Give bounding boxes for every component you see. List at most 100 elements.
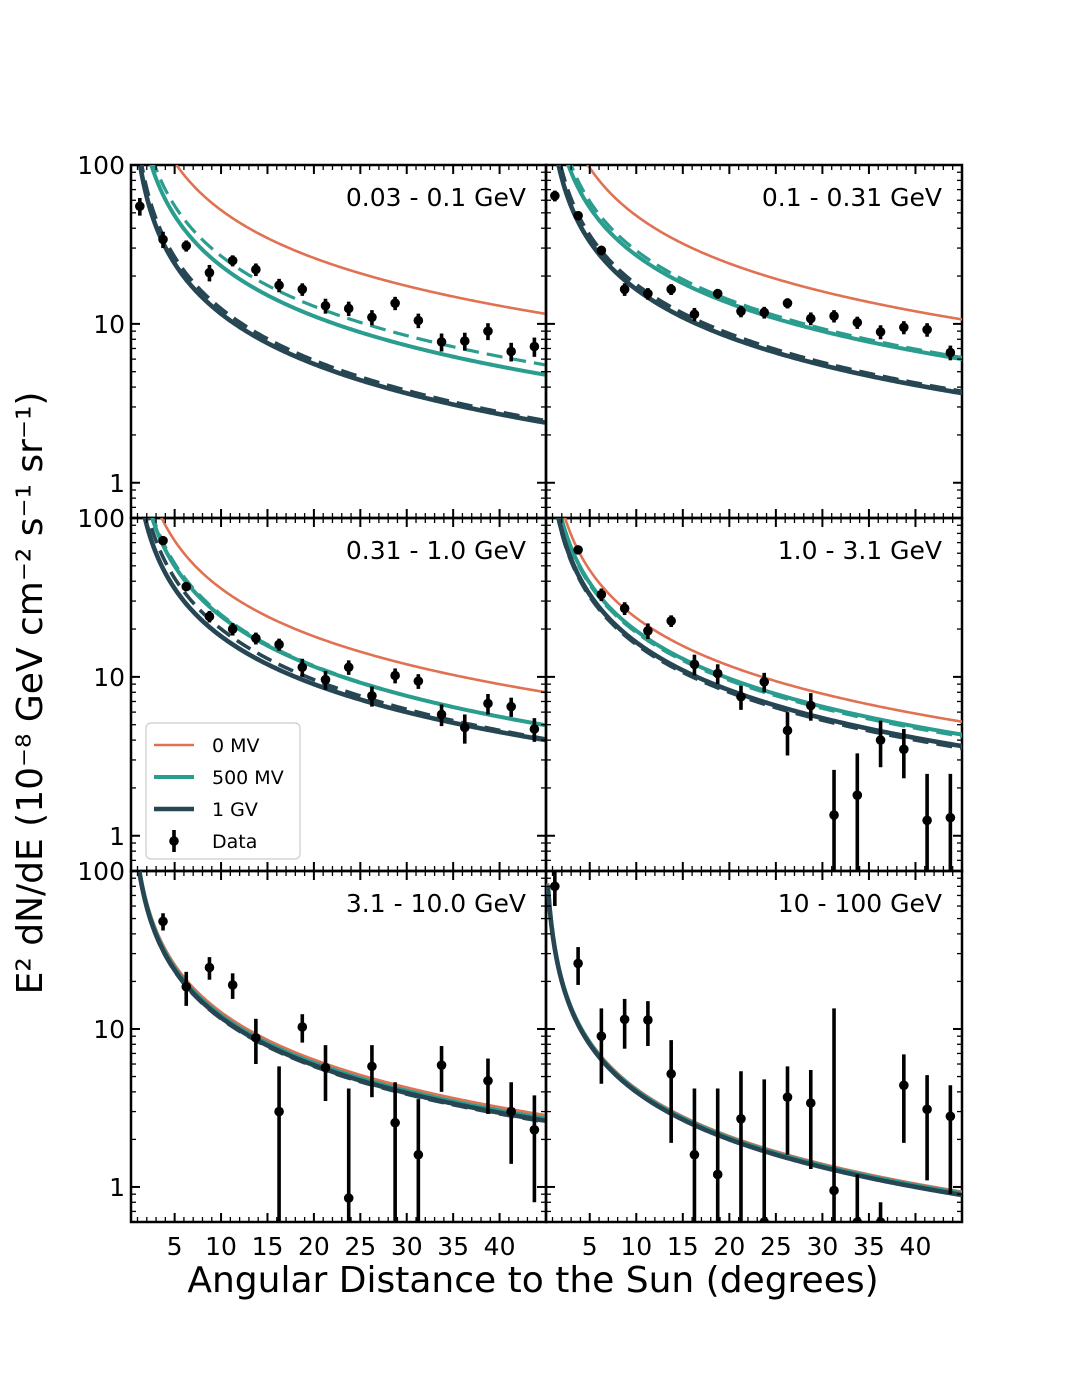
x-tick-label: 10 bbox=[205, 1232, 237, 1261]
data-point bbox=[158, 535, 168, 546]
data-point bbox=[666, 1069, 676, 1079]
legend-entry: 500 MV bbox=[154, 767, 284, 789]
data-point bbox=[297, 284, 308, 295]
x-tick-label: 30 bbox=[806, 1232, 838, 1261]
x-tick-label: 40 bbox=[900, 1232, 932, 1261]
legend: 0 MV 500 MV 1 GV Data bbox=[145, 722, 301, 860]
model-curve-1-gv bbox=[142, 518, 546, 743]
x-tick-label: 5 bbox=[582, 1232, 598, 1261]
x-tick-label: 20 bbox=[713, 1232, 745, 1261]
legend-entry: 0 MV bbox=[154, 735, 260, 757]
data-point bbox=[573, 545, 583, 555]
ticks bbox=[131, 870, 546, 1223]
data-point bbox=[689, 1149, 700, 1160]
y-tick-label: 10 bbox=[93, 663, 125, 692]
y-tick-label: 100 bbox=[77, 857, 125, 886]
data-point bbox=[367, 691, 377, 701]
panel-2: 0.1 - 0.31 GeV bbox=[544, 163, 964, 520]
data-point bbox=[875, 1217, 886, 1222]
data-point bbox=[390, 670, 400, 681]
data-point bbox=[805, 313, 816, 324]
data-point bbox=[596, 589, 607, 600]
data-point bbox=[829, 810, 839, 820]
data-point bbox=[852, 317, 863, 328]
data-point bbox=[413, 315, 424, 326]
panel-label: 1.0 - 3.1 GeV bbox=[778, 536, 942, 565]
model-curves bbox=[136, 871, 546, 1124]
data-point bbox=[343, 303, 354, 314]
panel-frame bbox=[129, 869, 548, 1224]
data-point bbox=[736, 1114, 746, 1124]
model-curve-0-mv bbox=[138, 871, 546, 1117]
data-point bbox=[643, 288, 653, 299]
data-point bbox=[367, 1061, 377, 1072]
y-tick-label: 100 bbox=[77, 504, 125, 533]
model-curves bbox=[556, 165, 962, 396]
panel-frame bbox=[129, 163, 548, 520]
data-point bbox=[596, 245, 607, 256]
data-point bbox=[506, 701, 516, 712]
data-point bbox=[390, 1117, 400, 1128]
data-point bbox=[619, 284, 630, 295]
data-point bbox=[529, 1125, 540, 1135]
data-point bbox=[483, 1075, 493, 1086]
data-point bbox=[666, 616, 676, 626]
model-curve-1-gv-dashed bbox=[546, 886, 962, 1197]
data-point bbox=[413, 1149, 424, 1160]
y-tick-label: 1 bbox=[109, 1173, 125, 1202]
data-point bbox=[643, 625, 653, 636]
data-point bbox=[367, 312, 377, 323]
data-point bbox=[529, 341, 540, 352]
model-curve-0-mv bbox=[563, 518, 962, 723]
model-curves bbox=[556, 518, 962, 751]
y-tick-label: 10 bbox=[93, 310, 125, 339]
model-curve-500-mv bbox=[566, 165, 962, 362]
data-point bbox=[251, 264, 261, 275]
data-point bbox=[413, 676, 424, 686]
data-points bbox=[573, 545, 956, 871]
panel-6: 5 10 15 20 25 30 35 40 10 - 100 GeV bbox=[544, 869, 964, 1261]
panel-4: 1.0 - 3.1 GeV bbox=[544, 516, 964, 873]
data-point bbox=[320, 1062, 331, 1073]
data-point bbox=[274, 1106, 284, 1117]
data-point bbox=[736, 306, 746, 317]
panel-label: 0.31 - 1.0 GeV bbox=[346, 536, 526, 565]
data-point bbox=[204, 611, 215, 622]
model-curve-500-mv-dashed bbox=[569, 165, 962, 360]
data-point bbox=[899, 322, 909, 333]
data-point bbox=[204, 962, 215, 973]
data-point bbox=[829, 1185, 839, 1196]
data-point bbox=[529, 724, 540, 734]
legend-entry: Data bbox=[169, 830, 257, 853]
x-tick-label: 25 bbox=[760, 1232, 792, 1261]
legend-label: Data bbox=[212, 831, 257, 853]
data-point bbox=[619, 603, 630, 614]
x-tick-label: 35 bbox=[853, 1232, 885, 1261]
data-point bbox=[343, 1193, 354, 1203]
data-point bbox=[712, 288, 723, 299]
data-point bbox=[666, 284, 676, 295]
data-point bbox=[227, 624, 238, 634]
data-point bbox=[390, 298, 400, 308]
data-point bbox=[782, 725, 793, 736]
panel-label: 3.1 - 10.0 GeV bbox=[346, 889, 526, 918]
model-curve-0-mv bbox=[160, 518, 546, 694]
data-point bbox=[573, 958, 583, 969]
panel-1: 1 10 100 0.03 - 0.1 GeV bbox=[77, 151, 548, 520]
x-tick-label: 40 bbox=[484, 1232, 516, 1261]
x-axis-title: Angular Distance to the Sun (degrees) bbox=[187, 1260, 878, 1301]
data-point bbox=[550, 881, 560, 892]
data-point bbox=[759, 307, 770, 318]
data-point bbox=[181, 581, 192, 592]
data-point bbox=[643, 1015, 653, 1025]
data-point bbox=[550, 190, 560, 201]
panel-label: 10 - 100 GeV bbox=[778, 889, 942, 918]
data-point bbox=[506, 1106, 516, 1117]
data-point bbox=[343, 662, 354, 673]
data-point bbox=[483, 326, 493, 336]
model-curves bbox=[546, 882, 962, 1198]
data-point bbox=[689, 309, 700, 320]
model-curve-1-gv-dashed bbox=[556, 518, 962, 751]
legend-entry: 1 GV bbox=[154, 799, 258, 821]
